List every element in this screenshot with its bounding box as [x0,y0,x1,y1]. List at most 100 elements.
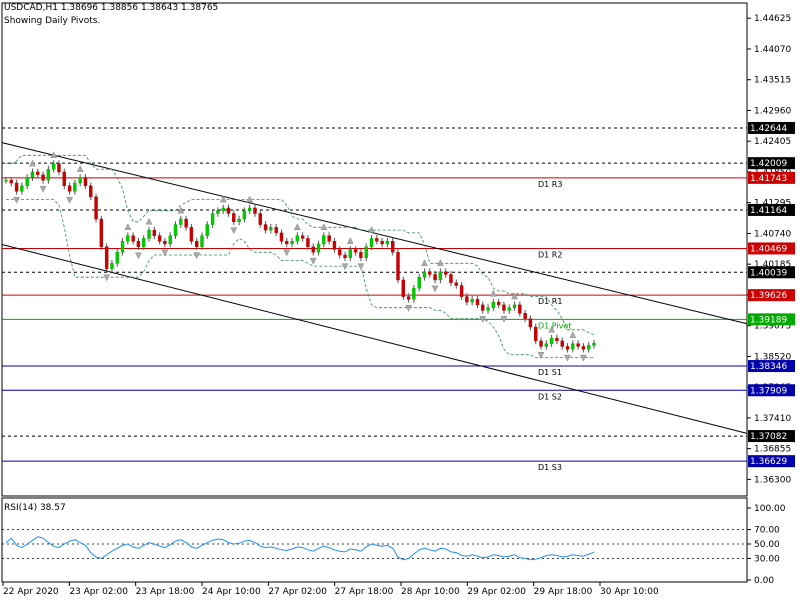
price-axis-label: 1.44070 [754,45,791,55]
candle-body [364,246,368,259]
pivot-price-label: 1.39626 [750,291,787,301]
fractal-up-arrow [569,331,577,339]
level-price-badge [748,266,795,279]
price-axis-label: 1.36855 [754,445,791,455]
fractal-down-arrow [13,196,20,204]
candle-body [4,180,8,182]
time-axis-label: 29 Apr 18:00 [534,587,593,597]
candle-body [147,229,151,239]
envelope-upper-band [6,154,595,336]
candle-body [539,340,543,347]
candle-body [507,307,511,311]
pivot-price-badge [748,360,795,373]
fractal-up-arrow [246,195,253,203]
time-axis-label: 24 Apr 10:00 [202,587,261,597]
candle-body [512,304,517,308]
candle-body [565,346,570,350]
price-axis-label: 1.36300 [754,475,791,485]
candle-body [168,235,172,245]
candle-body [433,274,437,281]
candle-body [338,249,342,256]
fractal-up-arrow [548,325,555,333]
rsi-axis-label: 30.00 [754,554,780,564]
price-axis-label: 1.43515 [754,76,791,86]
price-axis-label: 1.38520 [754,352,791,362]
candle-body [216,210,220,214]
fractal-up-arrow [490,289,497,297]
candle-body [555,337,559,342]
candle-body [396,252,400,281]
candle-body [179,218,183,225]
fractal-down-arrow [500,316,508,323]
candle-body [110,263,114,270]
fractal-down-arrow [103,274,110,282]
fractal-down-arrow [405,305,412,312]
candle-body [306,238,310,247]
candle-body [449,274,453,283]
level-price-badge [748,121,795,134]
candle-body [348,249,353,259]
time-axis-label: 27 Apr 02:00 [268,587,327,597]
candle-body [62,171,66,186]
rsi-axis-label: 100.00 [754,504,786,514]
candle-body [152,229,157,236]
candle-body [300,235,305,239]
price-axis-label: 1.41295 [754,199,791,209]
candle-body [142,238,146,247]
candle-body [263,224,268,231]
candle-body [163,240,167,245]
candle-body [428,271,432,275]
candle-body [200,235,204,247]
fractal-up-arrow [177,206,185,214]
rsi-label: RSI(14) 38.57 [4,503,66,513]
candle-body [269,227,273,231]
rsi-axis-label: 70.00 [754,526,780,536]
candle-body [30,171,35,178]
candle-body [576,343,580,347]
time-axis-label: 30 Apr 10:00 [600,587,659,597]
candle-body [443,271,448,275]
fractal-down-arrow [309,257,317,265]
candle-body [343,254,347,259]
pivot-name-label: D1 R2 [538,250,562,259]
candle-body [544,343,549,347]
fractal-down-arrow [564,354,571,362]
candle-body [274,227,278,234]
candle-body [549,337,554,344]
fractal-up-arrow [320,223,328,230]
fractal-down-arrow [357,263,365,271]
fractal-up-arrow [421,259,428,266]
candle-body [422,271,427,278]
candle-body [481,304,485,311]
candle-body [518,304,522,314]
fractal-down-arrow [66,196,73,204]
fractal-up-arrow [145,217,153,225]
candle-body [226,207,231,214]
candle-body [380,240,384,245]
candle-body [523,313,527,319]
main-chart-frame [1,2,748,497]
candle-body [221,207,225,211]
fractal-down-arrow [537,352,545,359]
candle-body [104,246,109,270]
pivot-price-label: 1.37909 [750,386,787,396]
pivot-price-label: 1.41743 [750,174,787,184]
candle-body [36,171,40,175]
level-price-label: 1.42644 [750,124,787,134]
candle-body [184,218,188,228]
fractal-up-arrow [50,151,57,158]
candle-body [592,342,596,346]
pivot-price-label: 1.38346 [750,362,787,372]
candle-body [253,207,257,214]
candle-body [560,340,564,347]
candle-body [51,163,56,170]
level-price-badge [748,430,795,443]
fractal-up-arrow [511,292,518,300]
level-price-label: 1.40039 [750,268,787,278]
candle-body [290,240,294,245]
candle-body [465,296,469,303]
level-price-label: 1.42009 [750,159,787,169]
candle-body [496,301,501,306]
time-axis-label: 23 Apr 18:00 [136,587,195,597]
